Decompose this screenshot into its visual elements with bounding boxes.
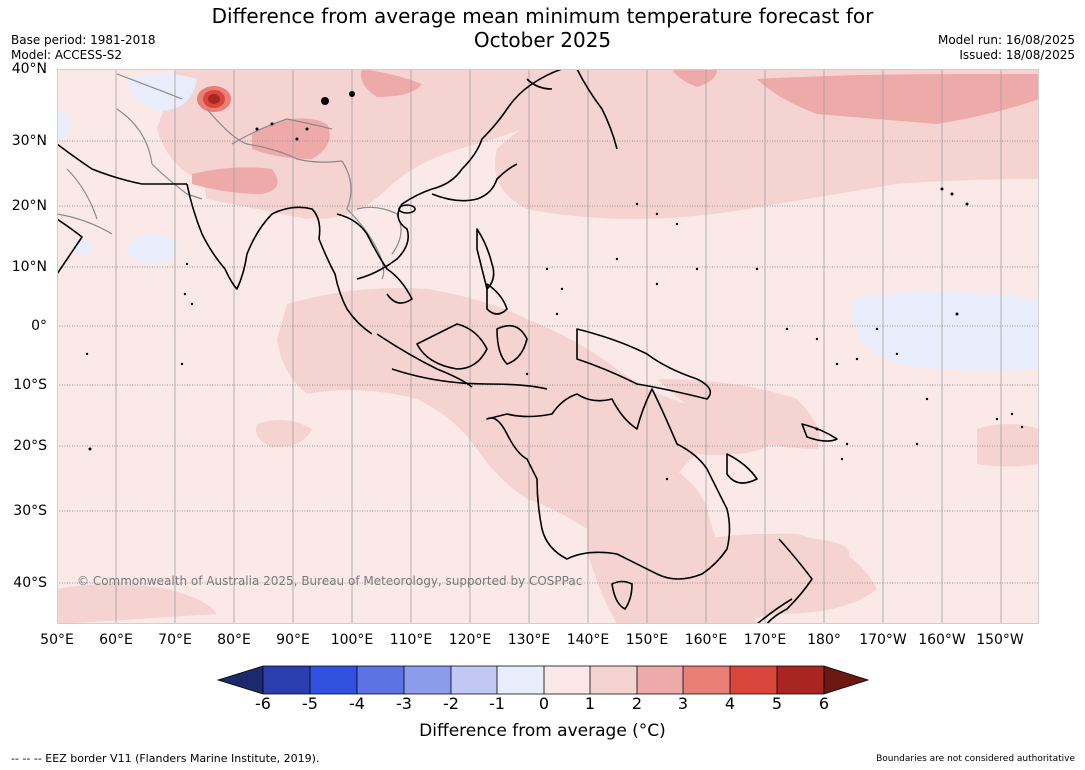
islands: [85, 91, 1024, 481]
country-borders: [57, 73, 402, 280]
lon-label: 160°E: [684, 632, 728, 648]
colorbar-swatch: [777, 666, 824, 694]
lon-label: 160°W: [918, 632, 966, 648]
lon-label: 180°: [807, 632, 841, 648]
lat-label: 30°N: [11, 133, 47, 149]
colorbar-swatch: [497, 666, 544, 694]
colorbar: [216, 665, 870, 695]
colorbar-swatch: [263, 666, 310, 694]
colorbar-swatch: [310, 666, 357, 694]
lon-label: 110°E: [389, 632, 433, 648]
lat-label: 20°N: [11, 198, 47, 214]
lat-label: 30°S: [13, 503, 47, 519]
boundary-disclaimer: Boundaries are not considered authoritat…: [876, 754, 1075, 764]
colorbar-swatch: [544, 666, 590, 694]
lat-label: 40°S: [13, 575, 47, 591]
lon-label: 60°E: [99, 632, 133, 648]
colorbar-swatches: [218, 666, 868, 694]
lat-label: 40°N: [11, 61, 47, 77]
lon-label: 150°W: [976, 632, 1024, 648]
lon-label: 150°E: [625, 632, 669, 648]
lat-label: 0°: [31, 318, 47, 334]
colorbar-swatch: [637, 666, 683, 694]
model-name: Model: ACCESS-S2: [11, 48, 123, 62]
map-title: Difference from average mean minimum tem…: [0, 4, 1085, 52]
lon-label: 140°E: [566, 632, 610, 648]
coastlines: [57, 69, 838, 624]
model-run: Model run: 16/08/2025: [937, 33, 1075, 47]
colorbar-outline: [216, 665, 870, 695]
eez-note: -- -- -- EEZ border V11 (Flanders Marine…: [11, 752, 320, 765]
lon-label: 170°E: [743, 632, 787, 648]
colorbar-label: 4: [724, 694, 736, 713]
colorbar-swatch: [404, 666, 451, 694]
colorbar-swatch: [683, 666, 730, 694]
anomaly-hotspot: [197, 86, 231, 112]
colorbar-swatch: [218, 666, 263, 694]
title-line-1: Difference from average mean minimum tem…: [211, 4, 874, 28]
colorbar-label: -6: [255, 694, 271, 713]
colorbar-label: 6: [818, 694, 830, 713]
meta-left: Base period: 1981-2018 Model: ACCESS-S2: [11, 33, 156, 63]
colorbar-label: 0: [538, 694, 550, 713]
anomaly-minus-1-to-0: [57, 74, 1039, 371]
lat-label: 10°S: [13, 377, 47, 393]
colorbar-dividers: [262, 666, 825, 694]
colorbar-label: 1: [584, 694, 596, 713]
colorbar-label: -2: [443, 694, 459, 713]
colorbar-swatch: [730, 666, 777, 694]
base-period: Base period: 1981-2018: [11, 33, 156, 47]
lon-label: 90°E: [276, 632, 310, 648]
colorbar-swatch: [590, 666, 637, 694]
colorbar-label: 3: [677, 694, 689, 713]
lon-label: 130°E: [507, 632, 551, 648]
map-frame: [57, 69, 1039, 624]
issued-date: Issued: 18/08/2025: [959, 48, 1075, 62]
colorbar-swatch: [451, 666, 497, 694]
colorbar-label: 5: [771, 694, 783, 713]
colorbar-label: -4: [349, 694, 365, 713]
colorbar-label: -1: [489, 694, 505, 713]
colorbar-swatch: [824, 666, 868, 694]
lon-label: 70°E: [158, 632, 192, 648]
lat-label: 10°N: [11, 259, 47, 275]
title-line-2: October 2025: [473, 28, 612, 52]
anomaly-map: [57, 69, 1039, 624]
lon-label: 80°E: [217, 632, 251, 648]
colorbar-swatch: [357, 666, 404, 694]
colorbar-title: Difference from average (°C): [419, 721, 666, 741]
lat-label: 20°S: [13, 438, 47, 454]
meta-right: Model run: 16/08/2025 Issued: 18/08/2025: [938, 33, 1075, 63]
lon-label: 100°E: [330, 632, 374, 648]
anomaly-2-to-3: [192, 69, 1039, 194]
colorbar-label: 2: [631, 694, 643, 713]
colorbar-label: -5: [302, 694, 318, 713]
lon-label: 120°E: [448, 632, 492, 648]
lon-label: 170°W: [859, 632, 907, 648]
colorbar-label: -3: [396, 694, 412, 713]
lon-label: 50°E: [40, 632, 74, 648]
copyright-notice: © Commonwealth of Australia 2025, Bureau…: [77, 574, 583, 588]
meridians: [115, 69, 1002, 624]
